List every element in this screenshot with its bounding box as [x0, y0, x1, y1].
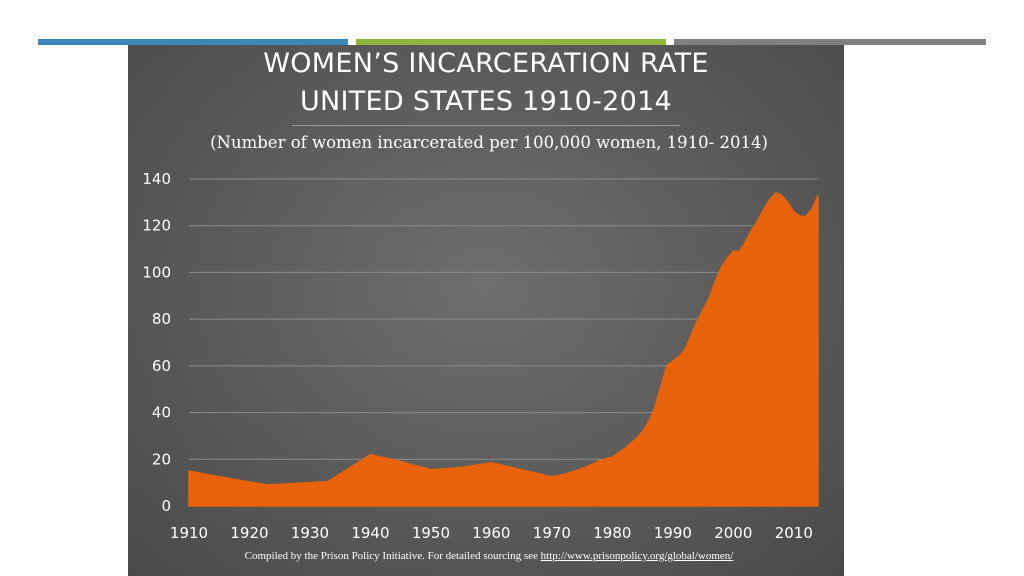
x-tick-label: 1950: [412, 524, 450, 542]
x-tick-label: 1910: [170, 524, 208, 542]
x-tick-label: 1970: [533, 524, 571, 542]
area-series-0: [188, 192, 819, 507]
x-axis-ticks: 1910 1920 1930 1940 1950 1960 1970 1980 1990 2000…: [170, 524, 813, 542]
x-tick-label: 1960: [472, 524, 510, 542]
x-tick-label: 1940: [351, 524, 389, 542]
chart-panel: WOMEN’S INCARCERATION RATE UNITED STATES…: [128, 45, 844, 576]
y-axis-ticks: 0 20 40 60 80 100 120 140: [142, 170, 171, 515]
y-tick-label: 60: [152, 357, 171, 375]
top-accent-bar-gray: [674, 39, 986, 45]
y-tick-label: 20: [152, 450, 171, 468]
x-tick-label: 1990: [654, 524, 692, 542]
title-divider: [292, 125, 680, 126]
x-tick-label: 1930: [291, 524, 329, 542]
area-series: [188, 192, 819, 507]
footnote-text: Compiled by the Prison Policy Initiative…: [244, 550, 538, 562]
y-tick-label: 80: [152, 310, 171, 328]
x-tick-label: 1920: [230, 524, 268, 542]
y-tick-label: 100: [142, 263, 171, 281]
chart-title-line-2: UNITED STATES 1910-2014: [299, 86, 673, 117]
chart-subtitle: (Number of women incarcerated per 100,00…: [210, 133, 768, 152]
source-footnote: Compiled by the Prison Policy Initiative…: [128, 550, 850, 562]
y-tick-label: 120: [142, 217, 171, 235]
source-link[interactable]: http://www.prisonpolicy.org/global/women…: [540, 550, 734, 562]
chart-title-line-1: WOMEN’S INCARCERATION RATE: [263, 48, 709, 79]
x-tick-label: 2000: [714, 524, 752, 542]
y-tick-label: 40: [152, 404, 171, 422]
y-tick-label: 0: [161, 497, 171, 515]
y-tick-label: 140: [142, 170, 171, 188]
top-accent-bar-blue: [38, 39, 348, 45]
x-tick-label: 1980: [593, 524, 631, 542]
top-accent-bar-green: [356, 39, 666, 45]
x-tick-label: 2010: [775, 524, 813, 542]
